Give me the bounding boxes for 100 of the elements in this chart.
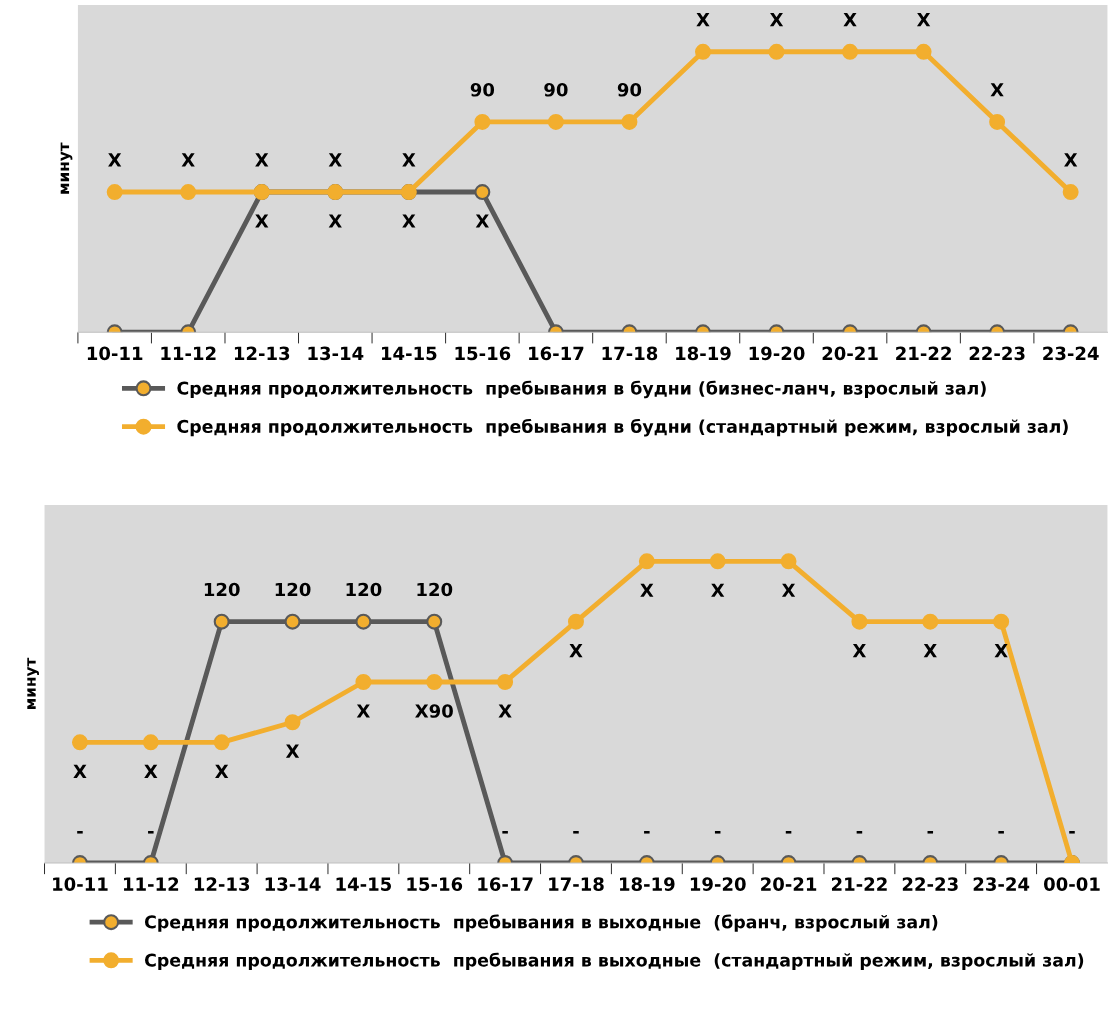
point <box>213 613 230 630</box>
legend-label: Средняя продолжительность пребывания в будни (стандартный режим, взрослый зал) <box>177 418 1068 437</box>
point <box>851 613 868 630</box>
data-label: X <box>328 214 342 228</box>
data-label: X <box>696 13 710 27</box>
data-label: X <box>923 644 937 658</box>
x-tick-label: 19-20 <box>690 877 746 891</box>
point <box>142 734 159 751</box>
point <box>915 43 932 60</box>
data-label: - <box>998 830 1004 834</box>
data-label: X <box>852 644 867 658</box>
data-label: 90 <box>544 82 568 97</box>
data-label: X90 <box>415 704 453 718</box>
data-label: - <box>714 830 721 834</box>
data-label: X <box>916 13 931 27</box>
y-axis-title: минут <box>60 142 73 194</box>
data-label: X <box>144 764 158 778</box>
x-tick-label: 18-19 <box>620 877 675 891</box>
data-label: 90 <box>470 82 495 97</box>
data-label: - <box>644 830 650 834</box>
point <box>567 613 584 630</box>
x-tick-label: 20-21 <box>822 346 878 361</box>
x-tick-label: 00-01 <box>1044 877 1100 891</box>
data-label: X <box>285 744 300 758</box>
legend-label: Средняя продолжительность пребывания в будни (бизнес-ланч, взрослый зал) <box>177 380 986 399</box>
data-label: X <box>498 704 512 718</box>
data-label: X <box>108 153 122 167</box>
point <box>709 553 726 570</box>
point <box>180 184 197 201</box>
data-label: X <box>990 83 1004 97</box>
data-label: - <box>1069 830 1075 834</box>
x-tick-label: 10-11 <box>87 346 143 361</box>
x-tick-label: 21-22 <box>831 877 887 891</box>
point <box>768 43 785 60</box>
x-tick-label: 11-12 <box>161 346 216 360</box>
data-label: - <box>77 830 83 834</box>
x-tick-label: 16-17 <box>529 346 584 361</box>
point <box>842 43 859 60</box>
data-label: - <box>927 830 934 834</box>
point <box>284 714 301 731</box>
x-tick-label: 19-20 <box>749 346 805 361</box>
data-label: 90 <box>617 82 642 97</box>
data-label: X <box>255 214 269 228</box>
data-label: X <box>475 214 489 228</box>
point <box>1062 184 1079 201</box>
point <box>547 113 564 130</box>
data-label: X <box>769 13 784 27</box>
point <box>922 613 939 630</box>
point <box>284 613 301 630</box>
x-tick-label: 18-19 <box>676 346 731 361</box>
x-tick-label: 14-15 <box>336 877 392 891</box>
point <box>497 674 514 690</box>
point <box>474 113 491 130</box>
point <box>426 613 443 630</box>
x-tick-label: 20-21 <box>761 877 817 891</box>
data-label: X <box>255 153 269 167</box>
x-tick-label: 13-14 <box>265 877 321 891</box>
point <box>694 43 711 60</box>
data-label: X <box>1064 153 1078 167</box>
x-tick-label: 15-16 <box>455 346 511 361</box>
x-tick-label: 23-24 <box>973 877 1030 891</box>
x-tick-label: 22-23 <box>902 877 958 891</box>
point <box>355 674 372 690</box>
data-label: - <box>502 830 508 834</box>
point <box>71 734 88 751</box>
data-label: 120 <box>346 582 382 597</box>
x-tick-label: 16-17 <box>478 877 533 891</box>
data-label: X <box>781 583 796 597</box>
data-label: X <box>402 214 416 228</box>
point <box>621 113 638 130</box>
point <box>993 613 1010 630</box>
data-label: X <box>356 704 370 718</box>
data-label: X <box>843 13 857 27</box>
data-label: 120 <box>204 582 240 597</box>
data-label: - <box>573 830 579 834</box>
data-label: X <box>73 764 87 778</box>
data-label: X <box>328 153 342 167</box>
legend-label: Средняя продолжительность пребывания в выходные (бранч, взрослый зал) <box>144 914 938 932</box>
data-label: 120 <box>417 582 453 597</box>
x-tick-label: 22-23 <box>969 346 1025 361</box>
data-label: - <box>856 830 863 834</box>
data-label: 120 <box>275 582 311 597</box>
x-tick-label: 10-11 <box>53 877 108 891</box>
x-tick-label: 14-15 <box>381 346 437 361</box>
point <box>213 734 230 751</box>
point <box>474 184 491 201</box>
x-tick-label: 15-16 <box>407 877 463 891</box>
data-label: X <box>181 153 195 167</box>
point <box>780 553 797 570</box>
x-tick-label: 12-13 <box>234 346 290 361</box>
x-tick-label: 23-24 <box>1043 346 1099 361</box>
data-label: X <box>402 153 416 167</box>
x-tick-label: 13-14 <box>308 346 364 361</box>
data-label: X <box>215 764 229 778</box>
point <box>426 674 443 690</box>
x-tick-label: 11-12 <box>123 877 179 891</box>
point <box>638 553 655 570</box>
data-label: - <box>785 830 792 834</box>
data-label: X <box>994 644 1008 658</box>
data-label: X <box>569 644 583 658</box>
